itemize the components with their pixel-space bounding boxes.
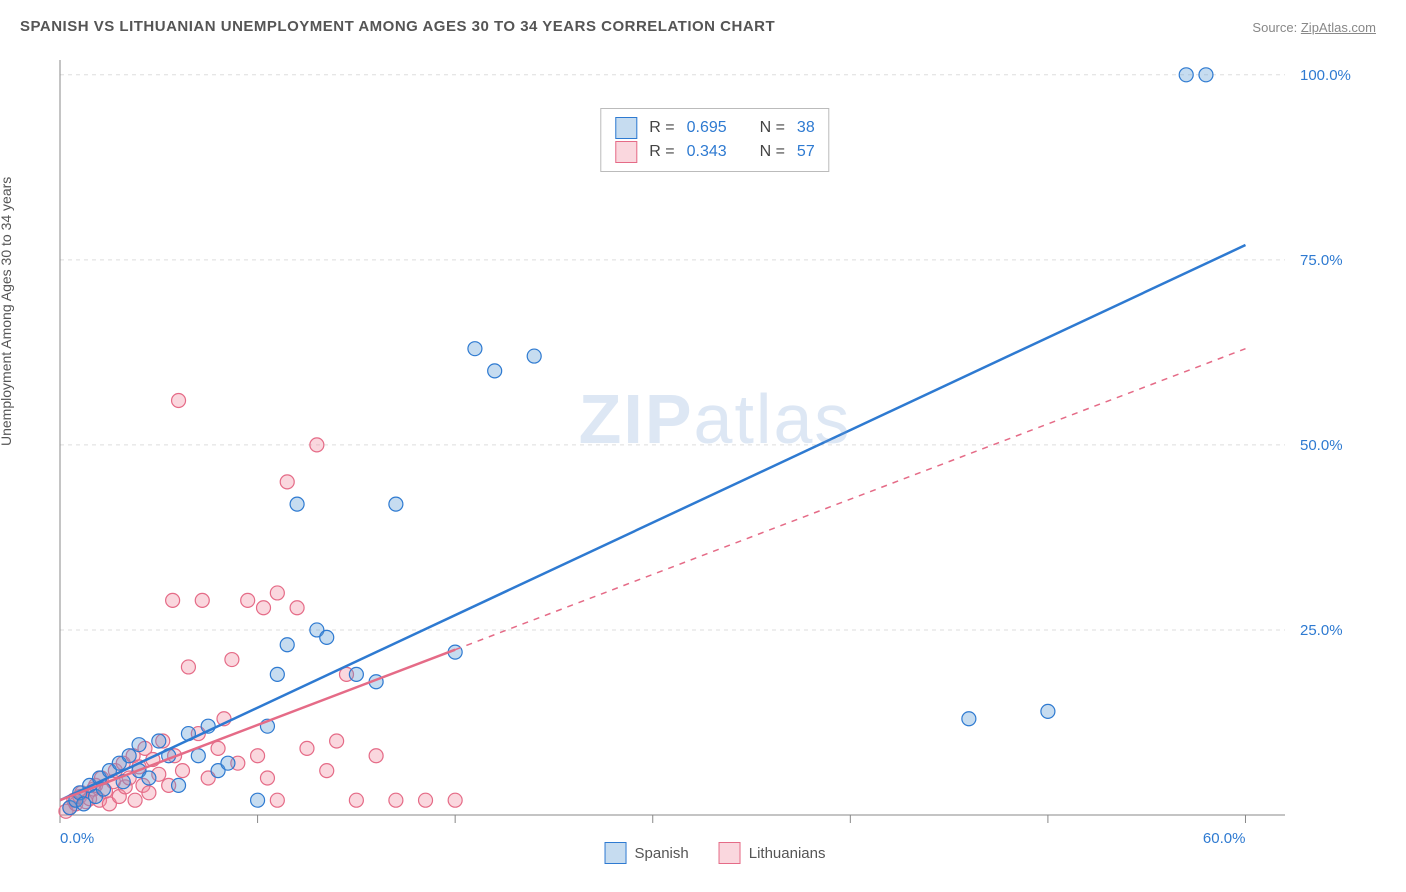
svg-text:0.0%: 0.0% bbox=[60, 830, 94, 847]
n-value-lithuanians: 57 bbox=[797, 143, 815, 161]
svg-text:75.0%: 75.0% bbox=[1300, 252, 1343, 269]
swatch-spanish bbox=[615, 117, 637, 139]
swatch-lithuanians bbox=[615, 141, 637, 163]
chart-title: SPANISH VS LITHUANIAN UNEMPLOYMENT AMONG… bbox=[20, 18, 775, 35]
legend-label-spanish: Spanish bbox=[635, 845, 689, 862]
y-axis-label: Unemployment Among Ages 30 to 34 years bbox=[0, 177, 14, 446]
n-label-0: N = bbox=[760, 119, 785, 137]
svg-text:60.0%: 60.0% bbox=[1203, 830, 1246, 847]
r-value-lithuanians: 0.343 bbox=[687, 143, 727, 161]
r-label-0: R = bbox=[649, 119, 674, 137]
series-legend: Spanish Lithuanians bbox=[605, 842, 826, 864]
legend-row-lithuanians: R = 0.343 N = 57 bbox=[615, 141, 814, 163]
legend-item-lithuanians: Lithuanians bbox=[719, 842, 826, 864]
scatter-chart-svg: 25.0% 50.0% 75.0% 100.0% 0.0% 60.0% bbox=[55, 50, 1375, 870]
chart-area: 25.0%50.0%75.0%100.0%0.0%60.0% ZIPatlas … bbox=[55, 50, 1375, 870]
swatch-spanish-bottom bbox=[605, 842, 627, 864]
svg-text:25.0%: 25.0% bbox=[1300, 622, 1343, 639]
source-label: Source: bbox=[1252, 20, 1297, 35]
legend-item-spanish: Spanish bbox=[605, 842, 689, 864]
correlation-legend: R = 0.695 N = 38 R = 0.343 N = 57 bbox=[600, 108, 829, 172]
n-value-spanish: 38 bbox=[797, 119, 815, 137]
svg-text:100.0%: 100.0% bbox=[1300, 67, 1351, 84]
source-link[interactable]: ZipAtlas.com bbox=[1301, 20, 1376, 35]
swatch-lithuanians-bottom bbox=[719, 842, 741, 864]
r-label-1: R = bbox=[649, 143, 674, 161]
source-attribution: Source: ZipAtlas.com bbox=[1252, 20, 1376, 35]
legend-row-spanish: R = 0.695 N = 38 bbox=[615, 117, 814, 139]
n-label-1: N = bbox=[760, 143, 785, 161]
legend-label-lithuanians: Lithuanians bbox=[749, 845, 826, 862]
svg-text:50.0%: 50.0% bbox=[1300, 437, 1343, 454]
r-value-spanish: 0.695 bbox=[687, 119, 727, 137]
